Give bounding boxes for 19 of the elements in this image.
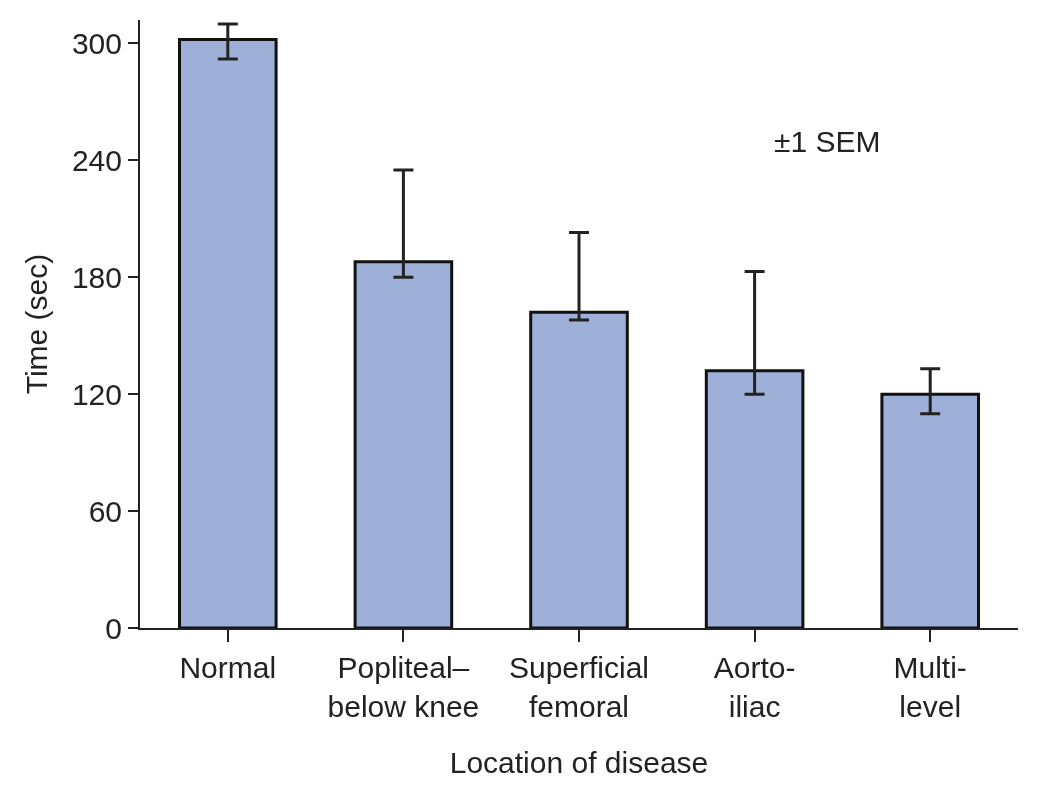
bar — [880, 392, 980, 628]
annotation: ±1 SEM — [774, 125, 881, 158]
y-tick-label: 180 — [71, 260, 122, 294]
x-tick-label: Popliteal– below knee — [327, 651, 480, 723]
x-tick-label: Multi- level — [893, 651, 967, 723]
bar — [353, 260, 454, 628]
bar — [178, 37, 278, 628]
y-tick-label: 0 — [105, 611, 122, 645]
y-tick-label: 300 — [71, 26, 122, 60]
x-tick-label: Normal — [179, 651, 277, 684]
bar — [529, 310, 629, 628]
x-axis-title: Location of disease — [449, 746, 709, 779]
bar — [704, 369, 805, 628]
y-tick-label: 240 — [71, 143, 122, 177]
y-tick-label: 60 — [88, 494, 122, 528]
x-tick-label: Aorto- iliac — [713, 651, 796, 723]
y-axis-title: Time (sec) — [20, 253, 54, 395]
y-tick-label: 120 — [71, 377, 122, 411]
x-tick-label: Superficial femoral — [508, 651, 650, 723]
